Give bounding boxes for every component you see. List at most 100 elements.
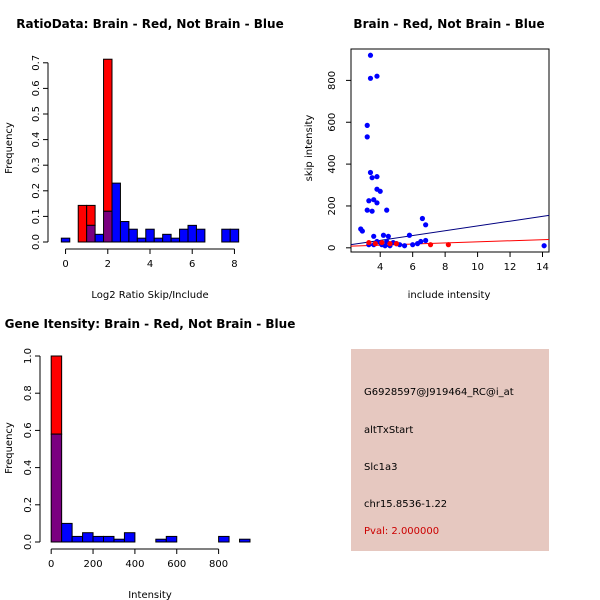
- ratio-histogram-overlap-bar: [103, 210, 113, 243]
- ratio-histogram-y-tick-label: 0.4: [31, 132, 42, 148]
- intensity-histogram-y-tick-label: 0.4: [23, 460, 34, 476]
- scatter-point-blue: [380, 232, 387, 238]
- intensity-histogram-bar: [71, 535, 84, 543]
- scatter-point-blue: [382, 243, 388, 249]
- ratio-histogram-bar: [145, 228, 155, 243]
- scatter-point-blue: [371, 233, 377, 239]
- intensity-scatter-x-tick-label: 8: [442, 262, 448, 273]
- ratio-histogram-title: RatioData: Brain - Red, Not Brain - Blue: [16, 17, 283, 31]
- scatter-plot-frame: [350, 48, 550, 253]
- intensity-histogram-title: Gene Itensity: Brain - Red, Not Brain - …: [5, 317, 296, 331]
- scatter-point-blue: [371, 197, 377, 203]
- ratio-histogram-y-tick-label: 0.3: [31, 157, 42, 173]
- intensity-scatter-y-tick-label: 600: [327, 113, 338, 132]
- ratio-histogram-ylabel: Frequency: [4, 122, 15, 174]
- scatter-point-blue: [410, 242, 416, 248]
- intensity-histogram-bar: [92, 535, 105, 543]
- intensity-histogram-bar: [50, 355, 63, 435]
- genomic-location: chr15.8536-1.22: [364, 499, 448, 510]
- scatter-point-blue: [364, 134, 370, 140]
- intensity-histogram: Gene Itensity: Brain - Red, Not Brain - …: [4, 317, 295, 600]
- intensity-scatter-y-tick-label: 400: [327, 155, 338, 174]
- scatter-point-blue: [367, 169, 374, 176]
- scatter-point-blue: [374, 200, 380, 206]
- intensity-histogram-bar: [113, 538, 125, 543]
- intensity-histogram-y-tick-label: 0.8: [23, 385, 34, 401]
- intensity-scatter-y-tick-label: 0: [327, 245, 338, 251]
- ratio-histogram-x-tick-label: 0: [62, 259, 68, 270]
- scatter-point-blue: [364, 207, 370, 213]
- scatter-point-red: [393, 241, 400, 247]
- intensity-histogram-overlap-bar: [50, 433, 63, 543]
- scatter-point-blue: [374, 73, 380, 79]
- intensity-scatter-x-tick-label: 14: [536, 262, 549, 273]
- scatter-point-blue: [385, 233, 391, 239]
- ratio-histogram-bar: [229, 228, 240, 243]
- ratio-histogram-bar: [86, 204, 96, 226]
- scatter-point-red: [372, 241, 378, 247]
- ratio-histogram-bar: [195, 228, 206, 243]
- scatter-point-blue: [401, 243, 408, 249]
- intensity-histogram-bar: [239, 538, 251, 543]
- intensity-scatter-x-tick-label: 6: [409, 262, 415, 273]
- intensity-histogram-x-tick-label: 600: [167, 559, 186, 570]
- gene-name: Slc1a3: [364, 462, 398, 473]
- intensity-histogram-x-tick-label: 400: [125, 559, 144, 570]
- ratio-histogram: RatioData: Brain - Red, Not Brain - Blue…: [4, 17, 284, 301]
- ratio-histogram-xlabel: Log2 Ratio Skip/Include: [91, 290, 208, 301]
- ratio-histogram-x-tick-label: 6: [189, 259, 195, 270]
- scatter-point-blue: [406, 232, 413, 238]
- intensity-histogram-y-tick-label: 1.0: [23, 348, 34, 364]
- intensity-histogram-y-tick-label: 0.0: [23, 534, 34, 550]
- intensity-histogram-bar: [218, 535, 230, 543]
- scatter-point-red: [366, 239, 372, 246]
- intensity-scatter-title: Brain - Red, Not Brain - Blue: [353, 17, 544, 31]
- ratio-histogram-y-tick-label: 0.7: [31, 55, 42, 71]
- ratio-histogram-bar: [103, 58, 113, 212]
- ratio-histogram-x-tick-label: 8: [231, 259, 237, 270]
- intensity-histogram-xlabel: Intensity: [128, 590, 172, 600]
- scatter-point-blue: [367, 52, 374, 58]
- scatter-point-blue: [384, 207, 390, 213]
- intensity-scatter-y-tick-label: 800: [327, 71, 338, 90]
- ratio-histogram-bar: [162, 233, 172, 243]
- intensity-scatter-x-tick-label: 4: [377, 262, 383, 273]
- intensity-histogram-y-tick-label: 0.2: [23, 497, 34, 513]
- ratio-histogram-bar: [170, 237, 181, 243]
- ratio-histogram-bar: [60, 237, 71, 243]
- intensity-scatter-ylabel: skip intensity: [304, 115, 315, 182]
- scatter-point-blue: [377, 188, 383, 194]
- ratio-histogram-bar: [94, 233, 105, 243]
- scatter-point-red: [387, 241, 393, 247]
- intensity-histogram-bar: [123, 532, 136, 543]
- intensity-histogram-bar: [165, 535, 178, 543]
- ratio-histogram-bar: [111, 182, 121, 243]
- intensity-histogram-x-tick-label: 0: [48, 559, 54, 570]
- intensity-scatter-x-tick-label: 10: [471, 262, 484, 273]
- regression-line-blue: [350, 214, 550, 246]
- ratio-histogram-bar: [153, 237, 164, 243]
- ratio-histogram-y-tick-label: 0.5: [31, 106, 42, 122]
- ratio-histogram-bar: [128, 228, 138, 243]
- scatter-point-red: [379, 239, 385, 246]
- intensity-histogram-x-tick-label: 800: [209, 559, 228, 570]
- intensity-histogram-ylabel: Frequency: [4, 422, 15, 474]
- scatter-point-blue: [369, 208, 375, 214]
- ratio-histogram-bar: [77, 204, 88, 243]
- scatter-point-blue: [423, 222, 429, 228]
- intensity-histogram-x-tick-label: 200: [83, 559, 102, 570]
- scatter-point-blue: [367, 75, 374, 81]
- scatter-point-blue: [364, 122, 370, 128]
- scatter-point-blue: [359, 228, 365, 234]
- intensity-histogram-bar: [103, 535, 115, 543]
- intensity-histogram-bar: [155, 538, 167, 543]
- intensity-histogram-bar: [61, 522, 73, 543]
- ratio-histogram-y-tick-label: 0.1: [31, 208, 42, 224]
- ratio-histogram-bar: [119, 221, 130, 243]
- pval-text: Pval: 2.000000: [364, 526, 440, 537]
- ratio-histogram-y-tick-label: 0.2: [31, 183, 42, 199]
- ratio-histogram-y-tick-label: 0.0: [31, 234, 42, 250]
- scatter-point-blue: [369, 175, 375, 181]
- ratio-histogram-y-tick-label: 0.6: [31, 80, 42, 96]
